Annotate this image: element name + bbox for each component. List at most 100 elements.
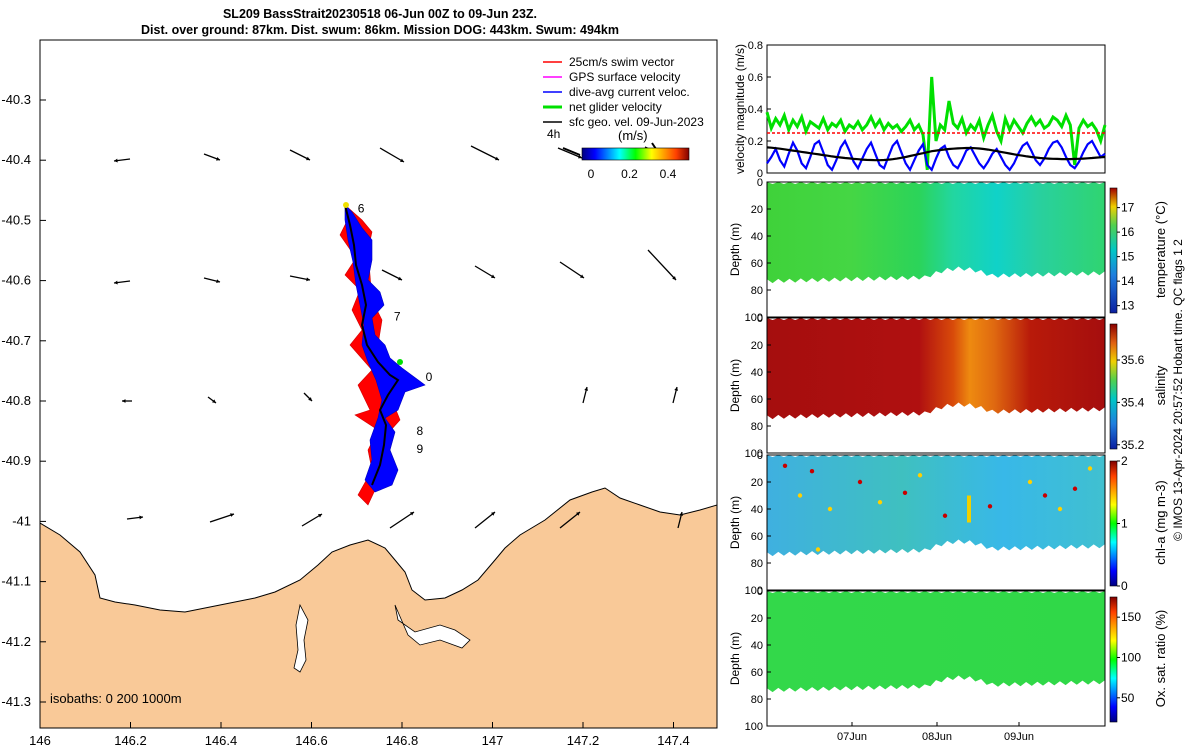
map-x-axis: 146 146.2 146.4 146.6 146.8 147 147.2 147.4 [29, 722, 690, 748]
chl-data-point [1072, 486, 1078, 491]
colorbar-label: Ox. sat. ratio (%) [1153, 610, 1168, 708]
surface-velocity-arrow [209, 513, 235, 523]
title-line-2: Dist. over ground: 87km. Dist. swum: 86k… [141, 23, 619, 37]
surface-velocity-arrow [474, 511, 496, 529]
surface-velocity-arrowhead [398, 276, 402, 281]
chl-data-point [782, 463, 788, 468]
surface-velocity-arrowhead [410, 512, 414, 516]
legend-label: dive-avg current veloc. [569, 85, 690, 99]
depth-tick-label: 40 [751, 367, 763, 379]
surface-velocity-arrowhead [139, 515, 143, 520]
surface-velocity-arrowhead [578, 154, 582, 159]
day-label: 7 [394, 310, 401, 324]
time-tick-label: 09Jun [1004, 731, 1034, 743]
surface-velocity-arrowhead [216, 156, 220, 161]
map-x-tick-label: 147.2 [567, 733, 600, 748]
title-line-1: SL209 BassStrait20230518 06-Jun 00Z to 0… [222, 7, 538, 21]
map-colorbar-tick: 0 [588, 167, 595, 181]
map-x-tick-label: 146.6 [295, 733, 328, 748]
map-colorbar-tick: 0.2 [621, 167, 638, 181]
chl-data-point [809, 469, 815, 474]
depth-tick-label: 100 [745, 312, 763, 324]
colorbar-label: temperature (°C) [1153, 201, 1168, 298]
copyright-note: © IMOS 13-Apr-2024 20:57:52 Hobart time.… [1171, 239, 1185, 541]
surface-velocity-arrowhead [672, 276, 676, 280]
surface-velocity-arrowhead [306, 156, 310, 161]
section-panel: 0 20 40 60 80 100 Depth (m) 0 1 2 chl-a (mg m-3) [728, 450, 1168, 597]
map-x-tick-label: 147.4 [657, 733, 690, 748]
surface-velocity-arrow [379, 147, 405, 163]
surface-velocity-arrowhead [114, 280, 118, 285]
section-data-field [767, 455, 1105, 557]
map-y-tick-label: -40.4 [1, 152, 31, 167]
surface-velocity-arrow [559, 511, 581, 529]
section-frame [766, 454, 1106, 591]
time-tick-label: 07Jun [837, 731, 867, 743]
chl-data-point [827, 506, 833, 512]
glider-track [339, 202, 426, 506]
velocity-y-tick-label: 0.4 [748, 104, 763, 116]
colorbar-tick-label: 100 [1121, 650, 1141, 664]
section-frame [766, 181, 1106, 318]
surface-velocity-arrowhead [308, 397, 312, 401]
section-panel: 0 20 40 60 80 100 Depth (m) 50 100 150 Ox. sat. ra… [728, 586, 1168, 743]
surface-velocity-arrowhead [306, 277, 310, 282]
chl-data-point [1042, 493, 1048, 498]
surface-velocity-arrowhead [580, 274, 584, 278]
surface-velocity-arrowhead [495, 156, 499, 161]
section-panel: 0 20 40 60 80 100 Depth (m) 35.2 35.4 35.6 salinit… [728, 313, 1168, 460]
vector-scale-arrow-left [562, 147, 581, 156]
colorbar-tick-label: 35.6 [1121, 353, 1145, 367]
depth-tick-label: 20 [751, 477, 763, 489]
surface-velocity-arrow [474, 265, 496, 279]
surface-velocity-arrow [389, 511, 415, 529]
colorbar-tick-label: 2 [1121, 454, 1128, 468]
day-label: 0 [426, 370, 433, 384]
depth-axis-label: Depth (m) [728, 496, 742, 549]
depth-tick-label: 100 [745, 721, 763, 733]
section-data-field [767, 591, 1105, 693]
colorbar-tick-label: 35.2 [1121, 438, 1145, 452]
section-data-field [767, 318, 1105, 420]
gps-marker [397, 359, 403, 365]
depth-tick-label: 40 [751, 504, 763, 516]
surface-velocity-arrow [289, 149, 311, 161]
figure-title: SL209 BassStrait20230518 06-Jun 00Z to 0… [0, 6, 760, 38]
day-label: 8 [417, 424, 424, 438]
depth-tick-label: 40 [751, 231, 763, 243]
surface-velocity-arrowhead [230, 513, 234, 517]
estuary [293, 603, 471, 673]
section-data-field [767, 182, 1105, 284]
surface-velocity-arrowhead [400, 158, 404, 162]
map-y-tick-label: -40.5 [1, 212, 31, 227]
chl-data-point [815, 547, 821, 552]
surface-velocity-arrowhead [584, 387, 589, 391]
depth-tick-label: 40 [751, 640, 763, 652]
map-colorbar-label: (m/s) [618, 128, 648, 143]
colorbar-tick-label: 15 [1121, 250, 1135, 264]
depth-tick-label: 60 [751, 258, 763, 270]
colorbar-tick-label: 1 [1121, 517, 1128, 531]
chl-data-point [1057, 506, 1063, 512]
depth-tick-label: 80 [751, 558, 763, 570]
map-y-tick-label: -41.3 [1, 694, 31, 709]
colorbar-tick-label: 17 [1121, 201, 1135, 215]
surface-velocity-arrowhead [576, 512, 580, 516]
map-y-axis: -40.3 -40.4 -40.5 -40.6 -40.7 -40.8 -40.9 -41 -4… [1, 92, 46, 709]
colorbar-label: chl-a (mg m-3) [1153, 480, 1168, 565]
vector-scale-label: 4h [547, 127, 560, 141]
depth-tick-label: 60 [751, 531, 763, 543]
map-colorbar [581, 147, 690, 161]
depth-tick-label: 80 [751, 285, 763, 297]
map-x-tick-label: 146.2 [114, 733, 147, 748]
chl-data-point [857, 479, 863, 485]
depth-tick-label: 80 [751, 421, 763, 433]
map-panel: 6 7 0 8 9 146 146.2 146.4 146.6 146.8 147 147.2 147… [1, 39, 718, 748]
tasmania-coastline [40, 487, 717, 728]
legend-label: 25cm/s swim vector [569, 55, 674, 69]
velocity-panel: 0 0.2 0.4 0.6 0.8 velocity magnitude (m/s) [733, 40, 1107, 180]
surface-velocity-arrow [381, 269, 403, 281]
map-colorbar-ticks: 0 0.2 0.4 [588, 167, 677, 181]
isobaths-label: isobaths: 0 200 1000m [50, 691, 182, 706]
